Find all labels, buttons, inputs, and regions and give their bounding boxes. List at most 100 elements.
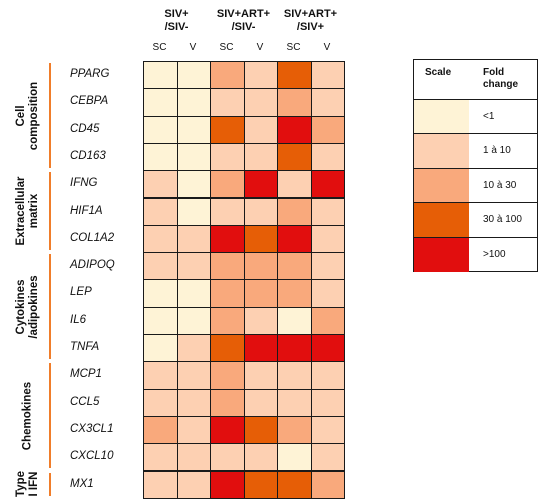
heatmap-cell xyxy=(310,224,345,254)
heatmap-cell xyxy=(277,279,312,308)
heatmap-cell xyxy=(243,142,278,172)
heatmap-cell xyxy=(310,115,345,144)
heatmap-cell xyxy=(210,443,245,472)
heatmap-cell xyxy=(310,197,345,226)
heatmap-cell xyxy=(310,388,345,417)
heatmap-cell xyxy=(243,197,278,226)
column-subheader: V xyxy=(189,42,197,53)
gene-label: IL6 xyxy=(70,313,86,326)
heatmap-cell xyxy=(277,415,312,445)
heatmap-cell xyxy=(243,170,278,199)
heatmap-cell xyxy=(277,470,312,499)
gene-label: CD163 xyxy=(70,149,106,162)
heatmap-cell xyxy=(143,252,178,281)
heatmap-cell xyxy=(176,142,211,172)
heatmap-cell xyxy=(176,197,211,226)
column-subheader: V xyxy=(323,42,331,53)
heatmap-cell xyxy=(176,279,211,308)
legend-label: >100 xyxy=(483,248,506,260)
heatmap-cell xyxy=(277,224,312,254)
heatmap-cell xyxy=(143,306,178,335)
heatmap-cell xyxy=(243,279,278,308)
heatmap-cell xyxy=(243,334,278,363)
heatmap-cell xyxy=(210,252,245,281)
heatmap-cell xyxy=(176,334,211,363)
heatmap-cell xyxy=(277,306,312,335)
heatmap-cell xyxy=(176,115,211,144)
heatmap-cell xyxy=(210,61,245,90)
heatmap-cell xyxy=(243,306,278,335)
heatmap-cell xyxy=(143,470,178,499)
column-group-header: SIV+ART+/SIV- xyxy=(216,8,271,33)
legend-header-scale: Scale xyxy=(425,67,452,78)
gene-label: MCP1 xyxy=(70,368,102,381)
heatmap-cell xyxy=(143,197,178,226)
heatmap-cell xyxy=(310,334,345,363)
heatmap-cell xyxy=(243,115,278,144)
legend-label: 30 à 100 xyxy=(483,214,522,226)
column-subheader: SC xyxy=(219,42,234,53)
heatmap-cell xyxy=(143,115,178,144)
gene-label: IFNG xyxy=(70,177,98,190)
heatmap-cell xyxy=(277,443,312,472)
heatmap-cell xyxy=(243,61,278,90)
heatmap-cell xyxy=(277,115,312,144)
heatmap-cell xyxy=(143,61,178,90)
heatmap-cell xyxy=(310,470,345,499)
category-bar xyxy=(49,172,51,251)
heatmap-cell xyxy=(143,224,178,254)
heatmap-cell xyxy=(210,170,245,199)
heatmap-cell xyxy=(143,443,178,472)
category-bar xyxy=(49,363,51,469)
legend-swatch xyxy=(414,133,469,169)
heatmap-cell xyxy=(243,470,278,499)
heatmap-cell xyxy=(210,279,245,308)
heatmap-cell xyxy=(176,306,211,335)
legend-divider xyxy=(469,202,537,204)
heatmap-cell xyxy=(176,61,211,90)
legend-header-fold-change: Fold change xyxy=(483,67,519,90)
heatmap-cell xyxy=(143,170,178,199)
heatmap-cell xyxy=(176,252,211,281)
heatmap-cell xyxy=(176,224,211,254)
heatmap-cell xyxy=(310,142,345,172)
category-label: Chemokines xyxy=(21,381,34,451)
legend-swatch xyxy=(414,236,469,272)
category-bar xyxy=(49,254,51,360)
heatmap-cell xyxy=(210,334,245,363)
legend-swatch xyxy=(414,99,469,134)
category-bar xyxy=(49,63,51,169)
heatmap-cell xyxy=(210,115,245,144)
heatmap-cell xyxy=(243,88,278,117)
gene-label: CD45 xyxy=(70,122,100,135)
heatmap-cell xyxy=(143,361,178,390)
heatmap-cell xyxy=(310,252,345,281)
column-group-header: SIV+ART+/SIV+ xyxy=(283,8,338,33)
category-bar xyxy=(49,472,51,496)
heatmap-cell xyxy=(310,415,345,445)
heatmap-cell xyxy=(277,334,312,363)
heatmap-cell xyxy=(243,415,278,445)
heatmap-cell xyxy=(243,224,278,254)
legend-label: 10 à 30 xyxy=(483,179,517,191)
legend-label: <1 xyxy=(483,111,495,122)
column-subheader: V xyxy=(256,42,264,53)
heatmap-cell xyxy=(277,197,312,226)
heatmap-cell xyxy=(310,306,345,335)
gene-label: PPARG xyxy=(70,68,110,80)
heatmap-cell xyxy=(210,415,245,445)
heatmap-cell xyxy=(277,361,312,390)
heatmap-cell xyxy=(210,361,245,390)
heatmap-cell xyxy=(210,470,245,499)
legend-box xyxy=(413,59,538,272)
legend-divider xyxy=(469,133,537,135)
heatmap-cell xyxy=(210,388,245,417)
gene-label: ADIPOQ xyxy=(70,259,115,272)
heatmap-cell xyxy=(243,361,278,390)
column-subheader: SC xyxy=(152,42,167,53)
legend-label: 1 à 10 xyxy=(483,145,511,157)
heatmap-cell xyxy=(277,142,312,172)
heatmap-cell xyxy=(243,388,278,417)
heatmap-cell xyxy=(176,443,211,472)
heatmap-cell xyxy=(277,388,312,417)
